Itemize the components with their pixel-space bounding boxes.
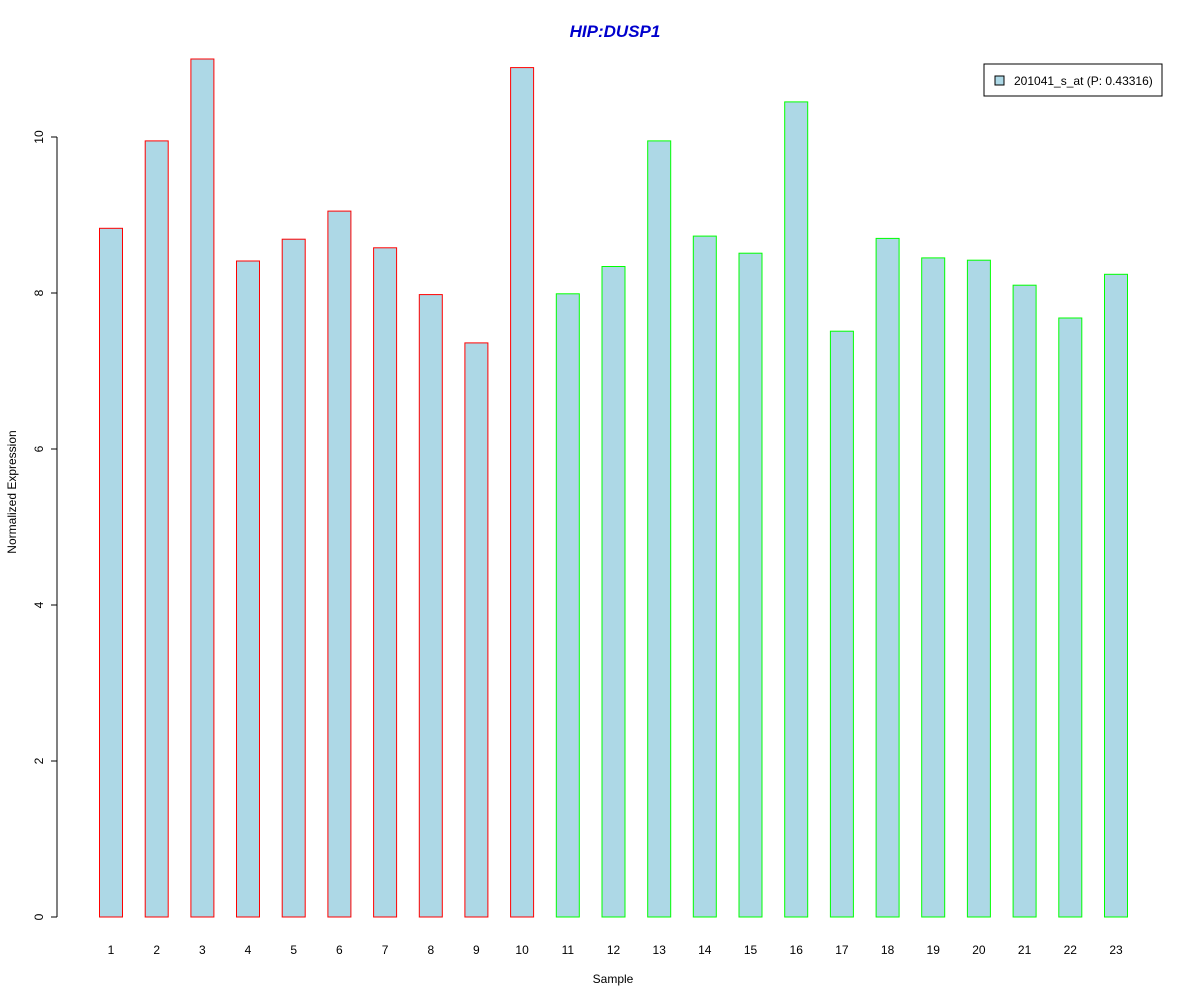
bar-sample-20 xyxy=(966,259,991,918)
bar-sample-18 xyxy=(875,237,900,918)
bar-sample-14 xyxy=(692,235,717,918)
bar-sample-11 xyxy=(555,293,580,918)
x-tick-label: 16 xyxy=(790,943,804,957)
bar-sample-13 xyxy=(647,140,672,918)
y-tick-label: 4 xyxy=(32,601,46,608)
legend-box xyxy=(983,63,1163,97)
x-axis-title: Sample xyxy=(593,972,634,986)
bar-sample-2 xyxy=(144,140,169,918)
bar-sample-10 xyxy=(510,67,535,918)
bar-sample-1 xyxy=(99,227,123,918)
x-tick-label: 9 xyxy=(473,943,480,957)
x-tick-label: 20 xyxy=(972,943,986,957)
x-tick-label: 12 xyxy=(607,943,621,957)
x-tick-label: 22 xyxy=(1064,943,1078,957)
bar-sample-21 xyxy=(1012,284,1037,918)
chart-title: HIP:DUSP1 xyxy=(570,22,661,41)
x-tick-label: 19 xyxy=(927,943,941,957)
bar-sample-5 xyxy=(281,238,306,918)
x-tick-label: 14 xyxy=(698,943,712,957)
x-tick-label: 11 xyxy=(562,943,575,957)
x-tick-label: 4 xyxy=(245,943,252,957)
bar-sample-4 xyxy=(236,260,260,918)
legend-label: 201041_s_at (P: 0.43316) xyxy=(1014,74,1153,88)
x-tick-label: 18 xyxy=(881,943,895,957)
bar-sample-8 xyxy=(418,294,443,918)
y-tick-label: 6 xyxy=(32,445,46,452)
bar-sample-15 xyxy=(738,252,763,918)
x-tick-label: 3 xyxy=(199,943,206,957)
y-tick-label: 8 xyxy=(32,289,46,296)
bar-sample-22 xyxy=(1058,317,1083,918)
bar-sample-17 xyxy=(829,330,854,918)
y-axis-title: Normalized Expression xyxy=(5,430,19,553)
bar-sample-16 xyxy=(784,101,809,918)
x-tick-label: 10 xyxy=(515,943,529,957)
bar-sample-19 xyxy=(921,257,946,918)
y-axis: 0 2 4 6 8 10 xyxy=(32,130,58,920)
bar-sample-23 xyxy=(1104,273,1128,918)
x-tick-label: 21 xyxy=(1018,943,1032,957)
x-tick-label: 7 xyxy=(382,943,389,957)
x-tick-label: 23 xyxy=(1109,943,1123,957)
x-tick-label: 17 xyxy=(835,943,849,957)
x-tick-label: 6 xyxy=(336,943,343,957)
legend: 201041_s_at (P: 0.43316) xyxy=(983,63,1163,97)
bar-sample-3 xyxy=(190,58,215,918)
bar-sample-6 xyxy=(327,210,352,918)
x-tick-label: 5 xyxy=(290,943,297,957)
x-tick-label: 8 xyxy=(427,943,434,957)
x-tick-label: 15 xyxy=(744,943,758,957)
bar-sample-12 xyxy=(601,266,626,918)
x-axis-labels: 1 2 3 4 5 6 7 8 9 10 11 12 13 14 15 16 17 18 19 20 21 22 23 xyxy=(108,943,1123,957)
y-tick-label: 0 xyxy=(32,913,46,920)
x-tick-label: 1 xyxy=(108,943,115,957)
legend-swatch xyxy=(994,75,1005,86)
bar-sample-9 xyxy=(464,342,489,918)
bars-group xyxy=(99,58,1128,918)
y-tick-label: 10 xyxy=(32,130,46,144)
x-tick-label: 13 xyxy=(653,943,667,957)
bar-sample-7 xyxy=(373,247,398,918)
y-tick-label: 2 xyxy=(32,757,46,764)
x-tick-label: 2 xyxy=(153,943,160,957)
